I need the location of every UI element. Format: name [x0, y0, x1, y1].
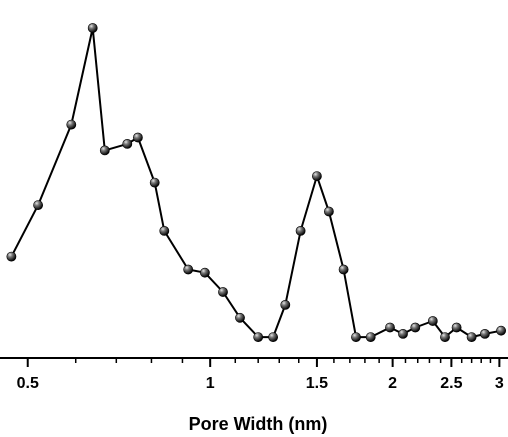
data-point: [338, 264, 349, 275]
series-line: [10, 27, 502, 339]
series-line-group: [10, 27, 502, 339]
x-axis: 0.5 1 1.5 2 2.5 3: [0, 357, 508, 392]
data-point: [99, 145, 110, 156]
data-point: [235, 312, 245, 323]
data-point: [451, 322, 462, 333]
data-point: [149, 177, 160, 188]
data-point: [183, 264, 194, 275]
data-point: [87, 23, 98, 33]
x-tick-label: 2.5: [440, 375, 462, 392]
data-point: [385, 322, 395, 333]
data-point: [66, 119, 77, 130]
data-point: [122, 138, 133, 149]
x-tick-label: 3: [495, 375, 504, 392]
data-point: [295, 225, 306, 236]
data-point: [159, 225, 170, 236]
data-point: [253, 332, 264, 342]
x-tick-label: 2: [388, 375, 397, 392]
x-tick-label: 1: [206, 375, 215, 392]
data-point: [311, 171, 322, 181]
data-points: [6, 23, 506, 342]
data-point: [6, 251, 17, 262]
data-point: [427, 316, 438, 326]
data-point: [268, 332, 278, 342]
data-point: [365, 332, 376, 342]
data-point: [33, 200, 43, 210]
x-axis-title: Pore Width (nm): [189, 414, 328, 434]
x-tick-label: 0.5: [17, 375, 39, 392]
data-point: [496, 325, 506, 336]
data-point: [466, 332, 477, 342]
data-point: [410, 322, 421, 333]
data-point: [479, 328, 490, 339]
x-tick-label: 1.5: [306, 375, 328, 392]
data-point: [132, 132, 143, 143]
data-point: [351, 332, 361, 342]
data-point: [398, 328, 408, 339]
data-point: [323, 206, 334, 217]
data-point: [280, 299, 291, 310]
data-point: [440, 332, 450, 342]
data-point: [199, 267, 210, 278]
data-point: [218, 287, 228, 297]
